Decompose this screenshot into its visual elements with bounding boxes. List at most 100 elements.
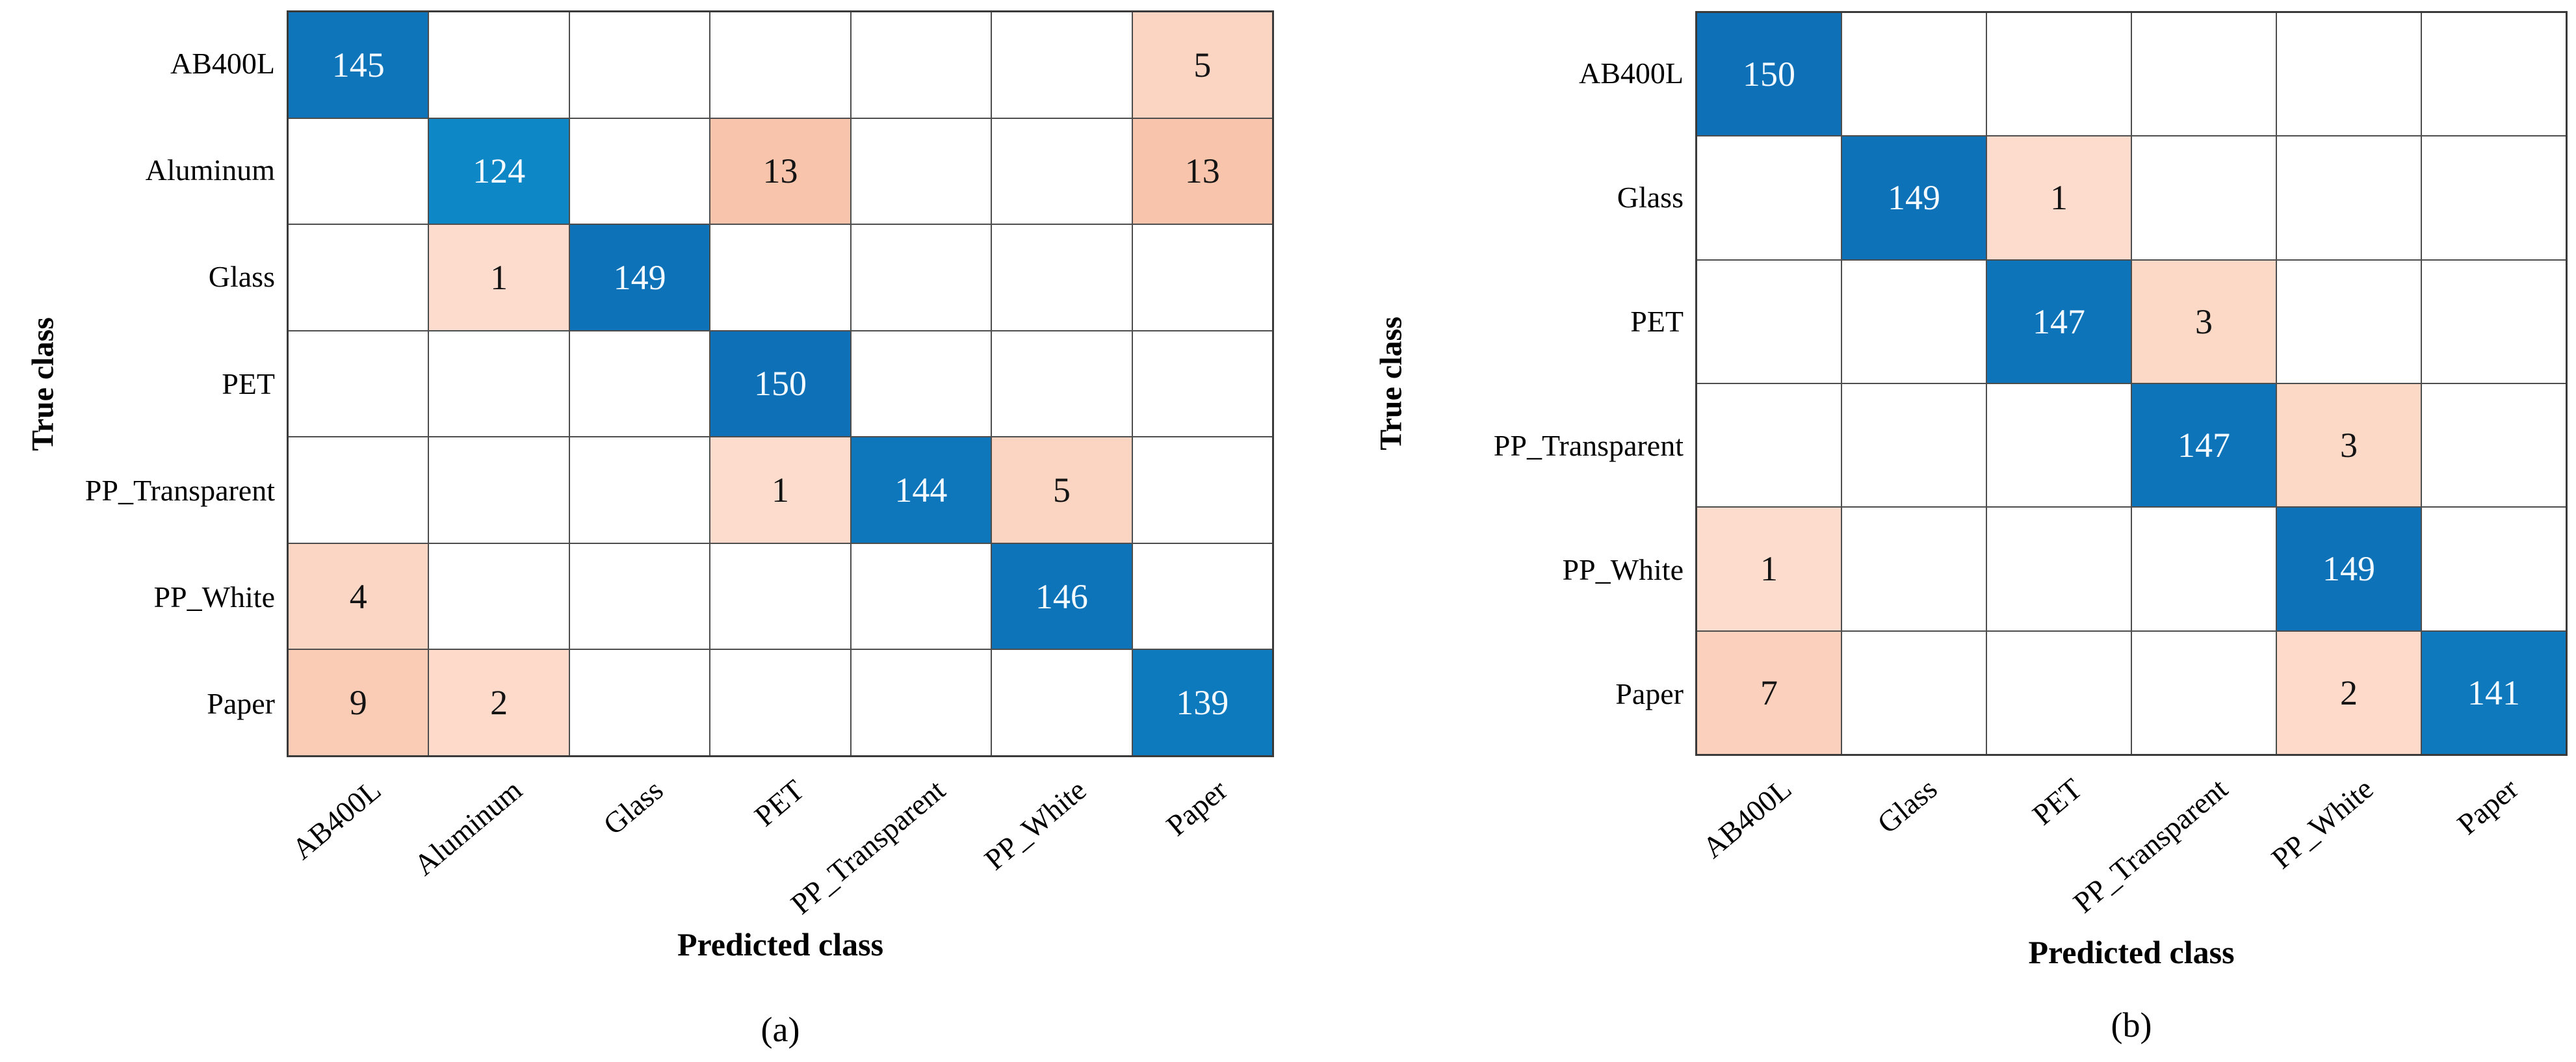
matrix-cell [1132, 543, 1272, 649]
matrix-cell: 144 [851, 437, 991, 543]
matrix-cell: 1 [1697, 508, 1841, 630]
matrix-cell [851, 650, 991, 755]
matrix-cell [992, 331, 1132, 437]
x-tick-label: PP_Transparent [2066, 771, 2234, 920]
y-tick-label: PP_White [153, 580, 275, 614]
y-tick-label: Glass [1617, 180, 1684, 214]
matrix-cell [289, 331, 428, 437]
matrix-cell [1987, 508, 2131, 630]
matrix-cell: 149 [2277, 508, 2421, 630]
y-tick-label: PP_Transparent [1493, 428, 1684, 462]
matrix-cell: 1 [429, 225, 569, 330]
matrix-cell [289, 225, 428, 330]
matrix-cell [2277, 260, 2421, 383]
matrix-cell: 5 [992, 437, 1132, 543]
matrix-cell [569, 437, 710, 543]
matrix-cell [1842, 508, 1986, 630]
matrix-cell: 2 [429, 650, 569, 755]
y-tick-label: Paper [207, 686, 275, 720]
matrix-cell: 9 [289, 650, 428, 755]
matrix-cell [992, 225, 1132, 330]
y-tick-label: AB400L [1579, 56, 1684, 90]
matrix-cell [2132, 13, 2276, 136]
matrix-cell [569, 118, 710, 224]
matrix-cell: 149 [1842, 136, 1986, 259]
matrix-cell [710, 650, 850, 755]
matrix-cell [2422, 508, 2566, 630]
matrix-cell [1987, 13, 2131, 136]
x-tick-label: PET [2026, 771, 2088, 832]
matrix-cell [429, 12, 569, 118]
matrix-cell [710, 12, 850, 118]
matrix-cell [429, 331, 569, 437]
matrix-cell [429, 543, 569, 649]
matrix-cell [992, 118, 1132, 224]
matrix-cell [710, 543, 850, 649]
matrix-cell: 4 [289, 543, 428, 649]
matrix-cell: 5 [1132, 12, 1272, 118]
matrix-cell [1697, 136, 1841, 259]
matrix-cell [992, 650, 1132, 755]
y-tick-label: PET [222, 367, 275, 400]
matrix-cell: 7 [1697, 631, 1841, 754]
matrix-cell [1697, 383, 1841, 507]
matrix-cell [2422, 136, 2566, 259]
matrix-cell: 150 [710, 331, 850, 437]
matrix-cell [2422, 260, 2566, 383]
matrix-cell: 13 [1132, 118, 1272, 224]
matrix-cell [1132, 225, 1272, 330]
matrix-cell [569, 543, 710, 649]
y-tick-label: PP_White [1562, 552, 1684, 586]
matrix-cell [289, 437, 428, 543]
matrix-cell [569, 650, 710, 755]
matrix-cell: 124 [429, 118, 569, 224]
y-tick-label: Aluminum [145, 153, 275, 187]
matrix-cell: 150 [1697, 13, 1841, 136]
x-tick-label: Glass [1870, 771, 1943, 840]
matrix-cell: 1 [1987, 136, 2131, 259]
matrix-cell [1842, 383, 1986, 507]
y-tick-label: Paper [1615, 677, 1684, 710]
y-tick-label: AB400L [170, 47, 275, 81]
panel-caption: (b) [2111, 1005, 2152, 1044]
matrix-cell [851, 543, 991, 649]
matrix-cell: 149 [569, 225, 710, 330]
matrix-cell [710, 225, 850, 330]
matrix-cell: 3 [2277, 383, 2421, 507]
x-axis-title: Predicted class [677, 926, 884, 963]
y-tick-label: PET [1630, 304, 1684, 338]
matrix-cell: 3 [2132, 260, 2276, 383]
matrix-cell: 147 [1987, 260, 2131, 383]
matrix-cell [289, 118, 428, 224]
matrix-cell [851, 225, 991, 330]
matrix-cell: 147 [2132, 383, 2276, 507]
matrix-cell [2277, 136, 2421, 259]
matrix-cell [1842, 260, 1986, 383]
x-tick-label: AB400L [1696, 771, 1798, 865]
matrix-cell [429, 437, 569, 543]
matrix-cell [2277, 13, 2421, 136]
matrix-cell [851, 331, 991, 437]
matrix-cell [1132, 437, 1272, 543]
matrix-cell [1987, 631, 2131, 754]
matrix-cell [2132, 136, 2276, 259]
y-tick-label: PP_Transparent [85, 473, 275, 507]
matrix-cell [1132, 331, 1272, 437]
matrix-cell [2132, 508, 2276, 630]
matrix-cell: 145 [289, 12, 428, 118]
matrix-cell [851, 12, 991, 118]
matrix-cell: 139 [1132, 650, 1272, 755]
matrix-grid: 150 149 1 147 3 147 3 1 149 7 2 141 [1695, 11, 2568, 756]
x-tick-label: Paper [2451, 771, 2525, 841]
matrix-cell: 146 [992, 543, 1132, 649]
matrix-cell [851, 118, 991, 224]
matrix-cell [2132, 631, 2276, 754]
matrix-cell [1842, 631, 1986, 754]
matrix-grid: 145 5 124 13 13 1 149 150 1 144 5 4 146 9 2 139 [287, 10, 1274, 757]
matrix-cell [569, 12, 710, 118]
panel-caption: (a) [761, 1010, 800, 1049]
matrix-cell [1697, 260, 1841, 383]
